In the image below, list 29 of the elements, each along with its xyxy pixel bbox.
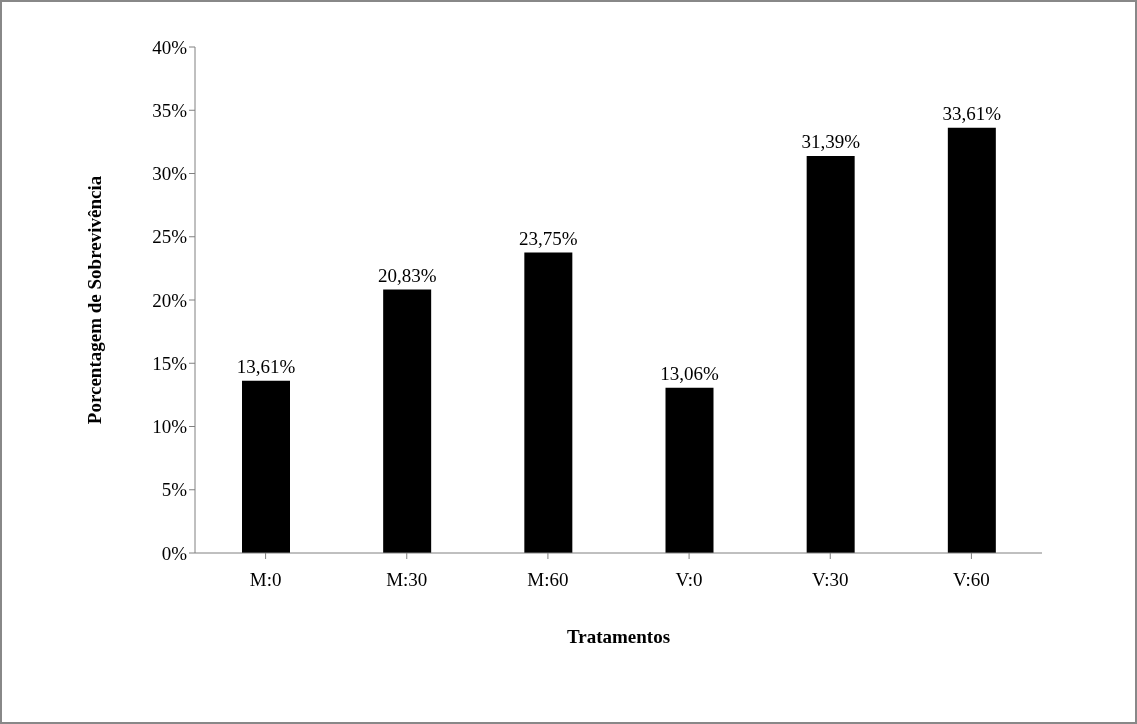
- bar: [806, 155, 855, 553]
- x-tick-label: M:30: [386, 569, 428, 591]
- y-tick-label: 0%: [161, 542, 188, 564]
- y-tick-label: 10%: [152, 416, 188, 438]
- bar: [947, 127, 996, 553]
- y-tick-label: 30%: [152, 163, 188, 185]
- y-tick-label: 5%: [161, 479, 188, 501]
- x-tick-label: M:60: [527, 569, 569, 591]
- x-axis-title: Tratamentos: [566, 626, 671, 647]
- y-tick-label: 25%: [152, 226, 188, 248]
- y-tick-label: 35%: [152, 100, 188, 121]
- bar: [383, 289, 432, 553]
- data-label: 31,39%: [801, 130, 861, 152]
- y-tick-label: 20%: [152, 289, 188, 311]
- data-label: 13,06%: [660, 362, 719, 384]
- data-label: 20,83%: [377, 264, 437, 286]
- data-label: 33,61%: [942, 102, 1002, 124]
- y-tick-label: 40%: [152, 36, 188, 58]
- x-tick-label: V:0: [675, 569, 703, 591]
- x-tick-label: V:60: [953, 569, 990, 591]
- bar: [524, 252, 573, 553]
- y-axis-title: Porcentagem de Sobrevivência: [83, 175, 105, 425]
- bar: [242, 380, 290, 553]
- bar: [665, 387, 714, 553]
- x-tick-label: M:0: [249, 569, 282, 591]
- data-label: 23,75%: [519, 227, 578, 249]
- x-tick-label: V:30: [811, 569, 849, 591]
- y-tick-label: 15%: [152, 352, 188, 374]
- data-label: 13,61%: [236, 355, 296, 377]
